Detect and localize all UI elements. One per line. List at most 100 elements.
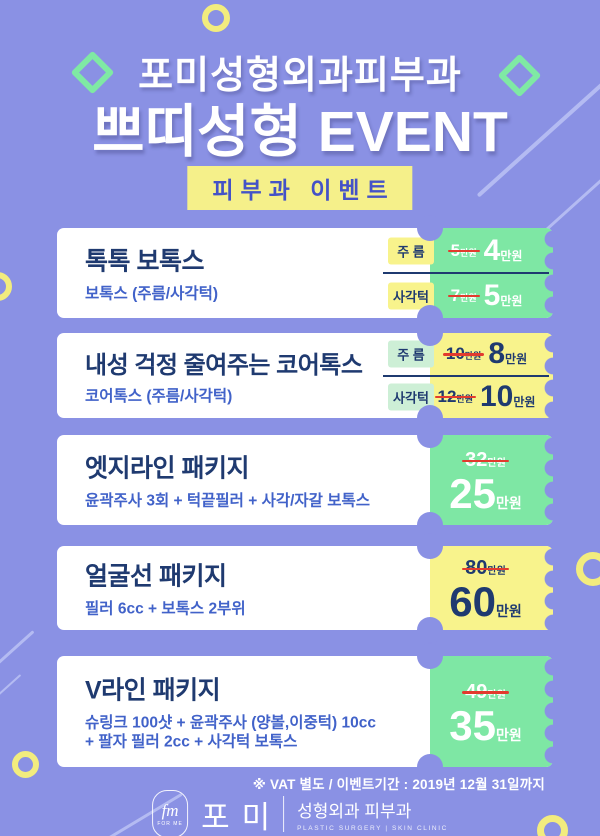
- price-row: 12만원 10만원: [430, 376, 543, 419]
- old-price: 32만원: [462, 449, 509, 472]
- ticket-punch-hole: [417, 617, 443, 643]
- card-subtitle-line: 윤곽주사 3회 + 턱끝필러 + 사각/자갈 보톡스: [85, 492, 371, 510]
- price-number: 49: [465, 680, 488, 703]
- price-number: 25: [449, 470, 496, 517]
- event-card: 얼굴선 패키지 필러 6cc + 보톡스 2부위 80만원 60만원: [57, 533, 553, 643]
- price-row: 10만원 8만원: [430, 333, 543, 376]
- price-unit: 만원: [460, 292, 477, 303]
- price-unit: 만원: [495, 726, 522, 743]
- new-price: 60만원: [449, 581, 521, 623]
- event-card: 톡톡 보톡스 보톡스 (주름/사각턱) 주 름 사각턱 5만원 4만원 7만원 5만원: [57, 215, 553, 331]
- card-subtitle-line: 슈링크 100샷 + 윤곽주사 (양볼,이중턱) 10cc: [85, 714, 376, 732]
- event-title: 쁘띠성형 EVENT: [92, 100, 508, 164]
- price-number: 80: [465, 557, 488, 579]
- price-rows: 10만원 8만원 12만원 10만원: [430, 333, 543, 418]
- new-price: 25만원: [449, 473, 521, 515]
- price-rows: 5만원 4만원 7만원 5만원: [430, 228, 543, 318]
- card-title: 톡톡 보톡스: [85, 247, 204, 276]
- card-subtitle-line: 필러 6cc + 보톡스 2부위: [85, 600, 246, 618]
- price-single: 80만원 60만원: [430, 546, 541, 630]
- logo-monogram-badge: fm FOR ME: [152, 790, 189, 836]
- card-subtitle: 윤곽주사 3회 + 턱끝필러 + 사각/자갈 보톡스: [85, 492, 370, 512]
- price-number: 10: [480, 379, 514, 413]
- card-info: 내성 걱정 줄여주는 코어톡스 코어톡스 (주름/사각턱): [85, 345, 363, 407]
- price-single: 32만원 25만원: [430, 435, 541, 525]
- card-subtitle-line: 코어톡스 (주름/사각턱): [85, 387, 233, 405]
- logo-monogram: fm: [161, 800, 179, 820]
- card-subtitle: 코어톡스 (주름/사각턱): [85, 387, 362, 407]
- logo-department-en: PLASTIC SURGERY | SKIN CLINIC: [297, 824, 448, 832]
- price-number: 60: [449, 578, 496, 625]
- old-price: 10만원: [442, 344, 485, 364]
- ticket-punch-hole: [417, 643, 443, 669]
- old-price: 49만원: [462, 680, 509, 704]
- price-unit: 만원: [456, 393, 473, 404]
- price-unit: 만원: [460, 247, 477, 258]
- ticket-punch-hole: [417, 533, 443, 559]
- treatment-area-label: 주 름: [388, 237, 434, 264]
- card-title: V라인 패키지: [85, 676, 221, 705]
- price-number: 4: [483, 233, 501, 267]
- price-unit: 만원: [495, 603, 522, 619]
- price-unit: 만원: [495, 495, 522, 511]
- ticket-punch-hole: [417, 215, 443, 241]
- price-number: 12: [437, 386, 457, 406]
- price-number: 35: [449, 701, 496, 749]
- logo-separator: [283, 796, 285, 832]
- treatment-area-label: 사각턱: [388, 383, 434, 411]
- card-title: 얼굴선 패키지: [85, 562, 227, 591]
- old-price: 80만원: [462, 557, 509, 580]
- new-price: 35만원: [449, 701, 522, 749]
- ticket-scallop-edge: [536, 546, 553, 630]
- diagonal-line-ornament: [0, 630, 35, 681]
- old-price: 7만원: [447, 285, 480, 306]
- treatment-area-label: 사각턱: [388, 282, 434, 309]
- new-price: 8만원: [488, 337, 527, 371]
- price-number: 32: [465, 449, 488, 471]
- price-unit: 만원: [505, 352, 528, 367]
- event-card: 엣지라인 패키지 윤곽주사 3회 + 턱끝필러 + 사각/자갈 보톡스 32만원 25…: [57, 422, 553, 538]
- ticket-punch-hole: [417, 422, 443, 448]
- card-subtitle: 슈링크 100샷 + 윤곽주사 (양볼,이중턱) 10cc + 팔자 필러 2cc…: [85, 713, 376, 753]
- card-subtitle: 보톡스 (주름/사각턱): [85, 285, 218, 305]
- card-subtitle: 필러 6cc + 보톡스 2부위: [85, 600, 246, 620]
- logo-clinic-name: 포미: [201, 799, 283, 835]
- event-card: 내성 걱정 줄여주는 코어톡스 코어톡스 (주름/사각턱) 주 름 사각턱 10만원 8만…: [57, 320, 553, 431]
- price-number: 8: [488, 337, 506, 371]
- ticket-scallop-edge: [536, 435, 553, 525]
- price-row: 5만원 4만원: [430, 228, 543, 273]
- ring-ornament-icon: [0, 272, 12, 301]
- diagonal-line-ornament: [0, 674, 22, 716]
- diagonal-line-ornament: [541, 168, 600, 235]
- price-ticket: 32만원 25만원: [430, 435, 553, 525]
- logo-department: 성형외과 피부과: [297, 801, 412, 821]
- ring-ornament-icon: [202, 4, 230, 32]
- price-unit: 만원: [500, 293, 523, 308]
- ring-ornament-icon: [12, 751, 39, 778]
- ticket-punch-hole: [417, 320, 443, 346]
- price-unit: 만원: [487, 458, 506, 469]
- ring-ornament-icon: [537, 815, 568, 836]
- price-ticket: 49만원 35만원: [430, 656, 553, 767]
- price-unit: 만원: [500, 248, 523, 263]
- price-number: 7: [450, 285, 461, 305]
- old-price: 12만원: [434, 386, 477, 407]
- price-row: 7만원 5만원: [430, 273, 543, 318]
- price-ticket: 80만원 60만원: [430, 546, 553, 630]
- card-title: 엣지라인 패키지: [85, 454, 249, 483]
- price-unit: 만원: [464, 351, 482, 362]
- price-unit: 만원: [487, 689, 506, 701]
- card-subtitle-line: + 팔자 필러 2cc + 사각턱 보톡스: [85, 734, 298, 751]
- vat-note: ※ VAT 별도 / 이벤트기간 : 2019년 12월 31일까지: [252, 777, 545, 792]
- clinic-logo: fm FOR ME 포미 성형외과 피부과 PLASTIC SURGERY | …: [152, 790, 448, 836]
- price-number: 10: [445, 344, 465, 364]
- ticket-scallop-edge: [536, 333, 553, 418]
- price-divider: [383, 272, 549, 274]
- new-price: 10만원: [480, 380, 535, 414]
- price-unit: 만원: [513, 394, 536, 409]
